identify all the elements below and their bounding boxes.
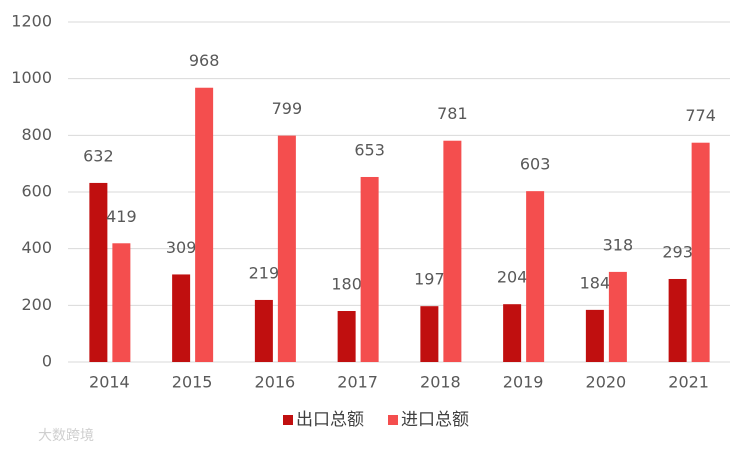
y-tick-label: 1000: [11, 68, 52, 87]
data-label: 781: [437, 104, 468, 123]
data-label: 968: [189, 51, 220, 70]
bar: [172, 274, 191, 362]
data-label: 204: [497, 268, 528, 287]
y-tick-label: 800: [21, 125, 52, 144]
x-tick-label: 2014: [89, 373, 130, 392]
data-label: 419: [106, 207, 137, 226]
y-tick-label: 0: [42, 352, 52, 371]
data-label: 197: [414, 270, 445, 289]
legend-swatch: [283, 415, 293, 425]
x-tick-label: 2021: [668, 373, 709, 392]
data-label: 653: [354, 140, 385, 159]
bar: [89, 182, 108, 362]
bar: [420, 306, 439, 362]
bar: [443, 140, 462, 362]
bar: [112, 243, 131, 362]
bar: [608, 271, 627, 362]
y-tick-label: 400: [21, 238, 52, 257]
data-label: 293: [662, 242, 693, 261]
bar: [691, 142, 710, 362]
data-label: 180: [331, 275, 362, 294]
bar: [195, 87, 214, 362]
watermark: 大数跨境: [38, 428, 94, 444]
data-label: 632: [83, 146, 114, 165]
x-tick-label: 2016: [255, 373, 296, 392]
x-tick-label: 2017: [337, 373, 378, 392]
bar: [337, 311, 356, 362]
data-label: 184: [580, 273, 611, 292]
x-tick-label: 2015: [172, 373, 213, 392]
data-label: 309: [166, 238, 197, 257]
data-label: 219: [249, 263, 280, 282]
y-tick-label: 1200: [11, 12, 52, 31]
bar: [360, 176, 379, 362]
x-tick-label: 2020: [586, 373, 627, 392]
bar: [526, 191, 545, 362]
data-label: 799: [272, 99, 303, 118]
bar: [277, 135, 296, 362]
legend-label: 进口总额: [401, 410, 469, 430]
data-label: 318: [603, 235, 634, 254]
data-label: 774: [685, 106, 716, 125]
x-tick-label: 2018: [420, 373, 461, 392]
bar: [503, 304, 522, 362]
x-tick-label: 2019: [503, 373, 544, 392]
bar: [254, 299, 273, 362]
y-tick-label: 600: [21, 182, 52, 201]
bar: [668, 278, 687, 362]
bar: [585, 309, 604, 362]
y-tick-label: 200: [21, 295, 52, 314]
data-label: 603: [520, 155, 551, 174]
legend-swatch: [388, 415, 398, 425]
legend-label: 出口总额: [296, 410, 364, 430]
